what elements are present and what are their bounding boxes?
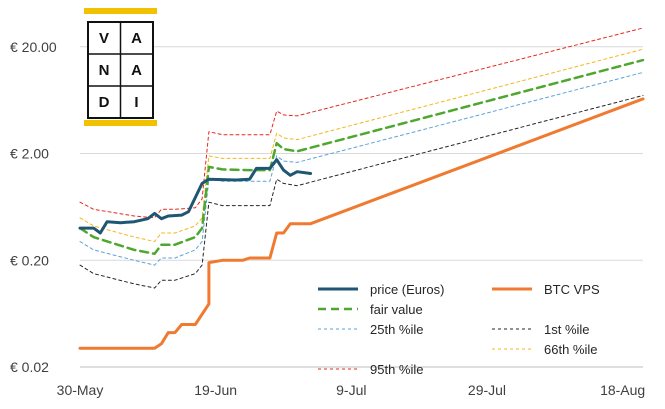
logo-bar-top [84,8,157,14]
legend-label: 1st %ile [544,322,590,337]
legend-label: price (Euros) [370,282,444,297]
logo-letter: I [134,94,138,111]
logo-letter: A [131,62,142,79]
series-lines [78,27,645,350]
series-line-price-euros [78,158,313,235]
logo-letter: N [99,62,110,79]
series-line-btc-vps [78,97,645,350]
axes: € 0.02 € 0.20 € 2.00 € 20.00 30-May 19-Jun 9-J… [10,39,645,398]
vanadi-logo: V A N A D I [84,8,157,126]
series-line-95th-ile [79,27,644,219]
x-tick-label: 29-Jul [468,382,506,398]
legend-label: 66th %ile [544,342,597,357]
x-tick-label: 18-Aug [600,382,645,398]
x-tick-label: 30-May [57,382,104,398]
y-tick-label: € 0.02 [10,359,49,375]
legend-label: BTC VPS [544,282,600,297]
x-tick-label: 19-Jun [194,382,237,398]
logo-letter: A [131,30,142,47]
y-tick-label: € 20.00 [10,39,57,55]
logo-bar-bottom [84,120,157,126]
series-line-fair-value [78,58,645,256]
legend: price (Euros) BTC VPS fair value 25th %ile 1… [318,282,600,377]
series-line-1st-ile [79,95,644,289]
legend-label: fair value [370,302,423,317]
logo-letter: D [99,94,110,111]
x-tick-label: 9-Jul [336,382,366,398]
logo-letter: V [99,30,109,47]
series-line-66th-ile [79,48,644,242]
legend-label: 25th %ile [370,322,423,337]
series-line-25th-ile [79,71,644,266]
y-tick-label: € 2.00 [10,146,49,162]
y-tick-label: € 0.20 [10,252,49,268]
legend-label: 95th %ile [370,362,423,377]
